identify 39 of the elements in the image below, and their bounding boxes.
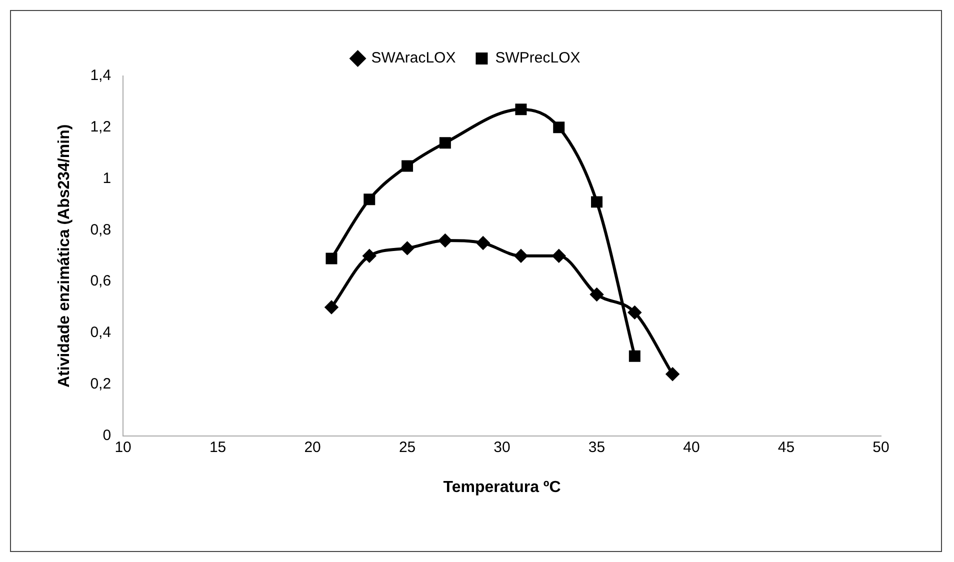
y-tick-label: 0,6 [90, 272, 112, 290]
y-axis-title: Atividade enzimática (Abs234/min) [56, 124, 74, 388]
x-tick-label: 45 [778, 438, 795, 456]
point [552, 249, 566, 262]
point [515, 104, 527, 116]
point [628, 350, 640, 362]
point [553, 122, 565, 134]
y-tick-label: 0 [102, 426, 112, 444]
point [476, 236, 490, 250]
x-axis-title: Temperatura ºC [443, 478, 562, 496]
y-tick-label: 1 [102, 170, 112, 187]
point [591, 196, 603, 208]
y-tick-label: 0,8 [90, 221, 112, 238]
x-tick-label: 30 [494, 438, 510, 456]
x-tick-label: 25 [398, 438, 416, 456]
point [438, 234, 452, 247]
y-tick-label: 0,4 [90, 324, 112, 342]
legend-label: SWPrecLOX [495, 50, 580, 67]
y-tick-label: 1,4 [90, 67, 112, 84]
point [364, 194, 376, 206]
point [514, 249, 528, 262]
point [402, 160, 414, 172]
point [326, 252, 338, 264]
x-tick-label: 35 [588, 438, 606, 456]
x-tick-label: 10 [114, 438, 132, 456]
x-tick-label: 20 [304, 438, 321, 456]
point [400, 242, 414, 255]
x-tick-label: 40 [683, 438, 700, 456]
legend-label: SWAracLOX [371, 50, 456, 67]
x-tick-label: 15 [209, 438, 226, 456]
point [590, 288, 604, 301]
point [439, 137, 451, 149]
point [666, 368, 680, 381]
point [362, 249, 376, 262]
point [628, 306, 642, 319]
x-tick-label: 50 [872, 438, 890, 456]
point [324, 300, 338, 314]
y-tick-label: 1,2 [90, 118, 112, 136]
y-tick-label: 0,2 [90, 376, 112, 393]
